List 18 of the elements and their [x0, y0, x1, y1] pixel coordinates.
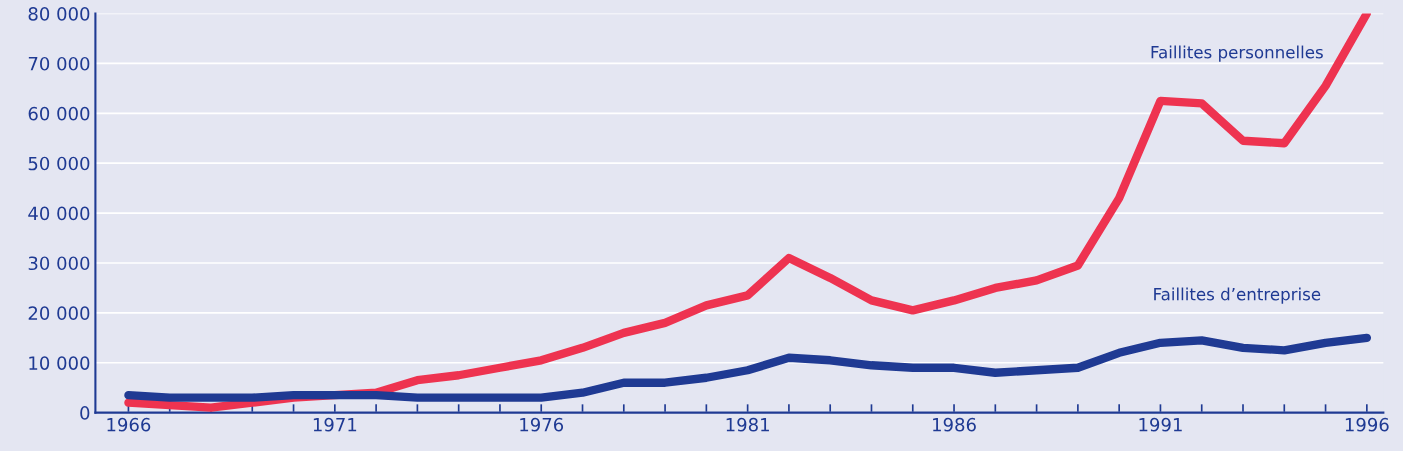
x-tick-label: 1966	[107, 417, 151, 432]
series-label: Faillites personnelles	[1151, 45, 1323, 62]
x-tick-label: 1976	[520, 417, 564, 432]
y-tick-label: 30 000	[28, 256, 90, 271]
y-tick-label: 60 000	[28, 106, 90, 121]
y-tick-label: 40 000	[28, 206, 90, 221]
y-tick-label: 10 000	[29, 356, 90, 370]
y-tick-label: 70 000	[28, 56, 90, 71]
x-tick-label: 1996	[1345, 417, 1389, 432]
x-tick-label: 1981	[726, 417, 769, 432]
x-tick-label: 1991	[1139, 417, 1182, 432]
x-tick-label: 1986	[933, 417, 976, 432]
y-tick-label: 20 000	[28, 306, 90, 320]
y-tick-label: 50 000	[28, 156, 90, 171]
x-tick-label: 1971	[313, 417, 357, 432]
y-tick-label: 80 000	[28, 6, 90, 21]
text: Faillites d’entreprise	[1154, 287, 1321, 304]
y-tick-label: 0	[80, 406, 90, 420]
